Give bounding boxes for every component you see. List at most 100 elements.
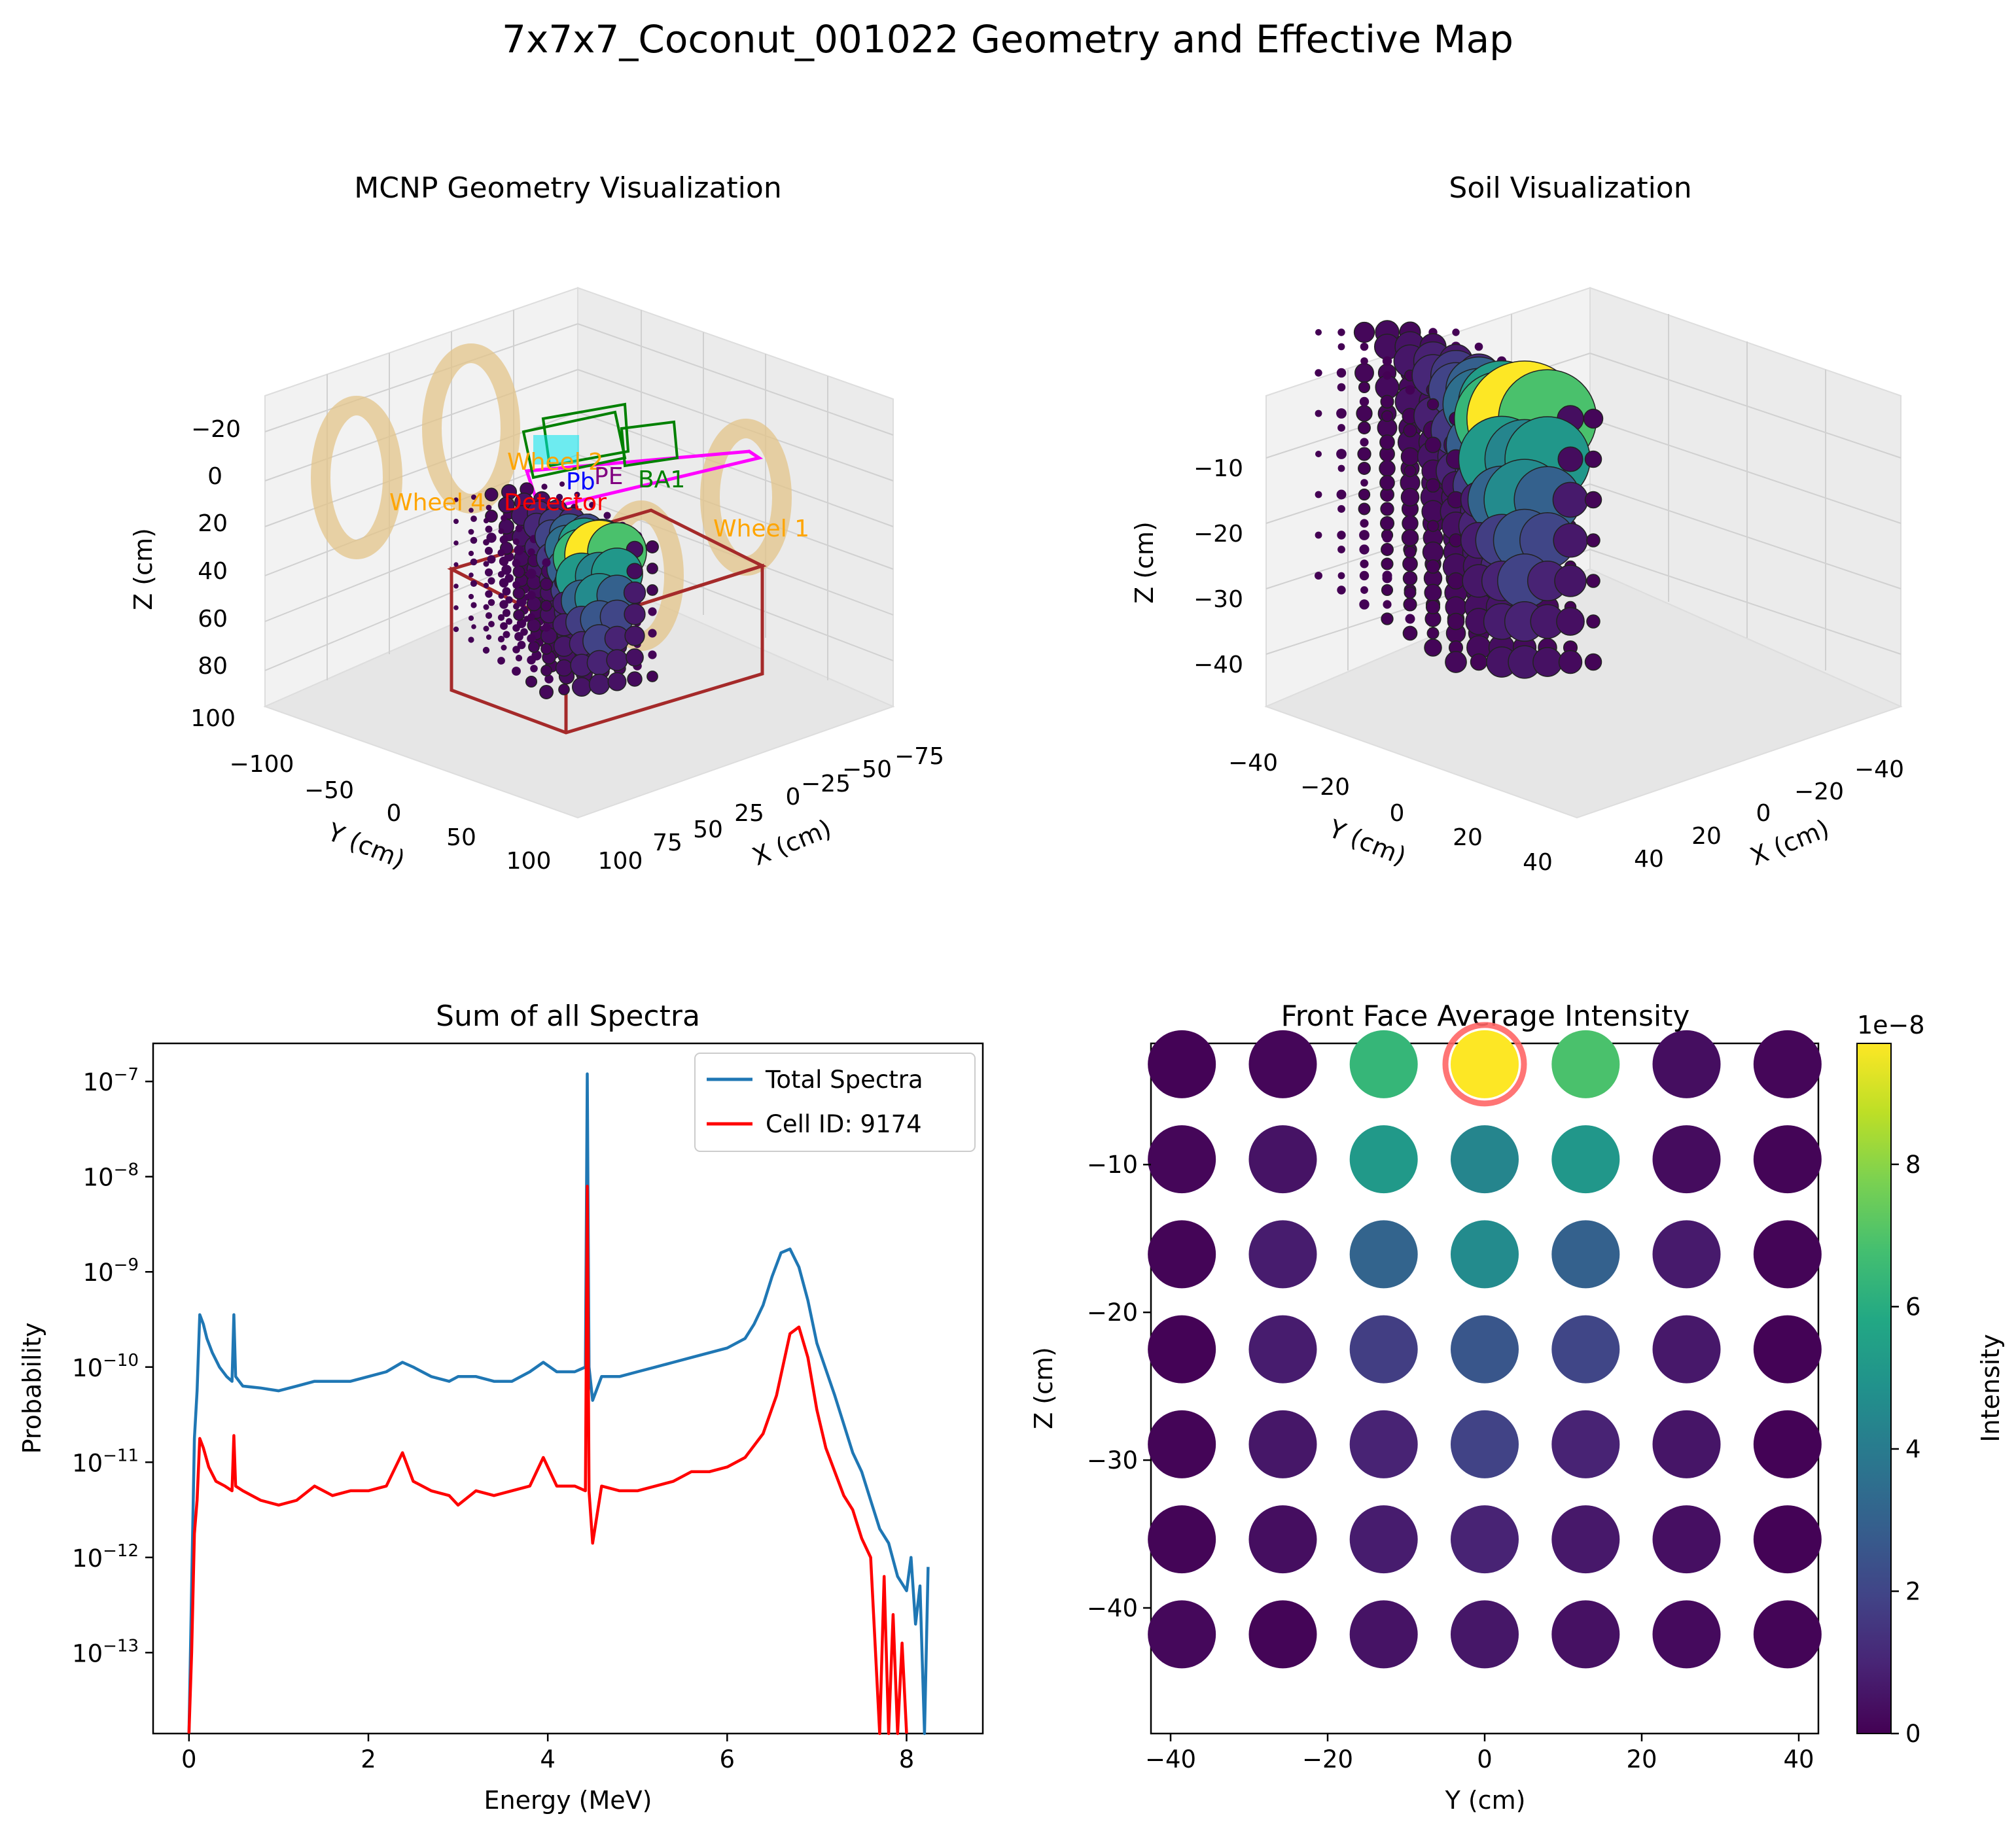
intensity-dot — [1248, 1600, 1317, 1669]
highlight-ring — [1442, 1022, 1527, 1107]
intensity-dot — [1148, 1315, 1216, 1384]
soil-point — [648, 629, 657, 638]
soil-point — [1404, 546, 1417, 559]
mcnp-y-ticks: −100 −50 0 50 100 — [230, 751, 552, 875]
soil-point — [1315, 410, 1322, 417]
soil-point — [1358, 488, 1371, 501]
soil-point — [540, 578, 553, 591]
soil-point — [487, 599, 495, 606]
soil-point — [1405, 614, 1415, 624]
svg-text:100: 100 — [598, 848, 643, 875]
soil-point — [488, 621, 495, 627]
soil-point — [501, 565, 512, 575]
svg-text:−10: −10 — [1194, 455, 1243, 482]
intensity-dot — [1652, 1030, 1721, 1098]
colorbar-tick-label: 4 — [1905, 1435, 1921, 1463]
soil-point — [483, 625, 489, 632]
soil-point — [470, 602, 477, 608]
soil-point — [513, 603, 520, 610]
soil-point — [1379, 515, 1395, 531]
soil-point — [1337, 531, 1346, 540]
soil-point — [512, 565, 525, 578]
y-tick-label: 10−7 — [83, 1065, 139, 1096]
spectra-ticks: 0 2 4 6 8 10−13 10−12 10−11 10−10 10−9 10−8 10−7 — [72, 1065, 914, 1773]
y-tick-label: −20 — [1087, 1299, 1138, 1327]
svg-text:−20: −20 — [1194, 521, 1243, 548]
soil-point — [1584, 653, 1602, 671]
front-face-ylabel: Z (cm) — [1029, 1347, 1058, 1429]
soil-point — [1381, 584, 1394, 597]
mcnp-soil-points — [453, 481, 659, 699]
x-tick-label: 2 — [361, 1745, 376, 1773]
soil-point — [588, 673, 610, 695]
soil-point — [626, 648, 644, 667]
soil-point — [1425, 599, 1441, 615]
svg-text:0: 0 — [387, 800, 402, 827]
svg-text:0: 0 — [1756, 800, 1771, 827]
soil-point — [527, 591, 536, 600]
soil-point — [470, 536, 478, 544]
label-pe: PE — [594, 463, 623, 490]
intensity-dot — [1652, 1125, 1721, 1194]
y-tick-label: 10−9 — [83, 1255, 139, 1287]
intensity-dot — [1753, 1030, 1822, 1098]
soil-point — [468, 615, 474, 621]
intensity-dot — [1652, 1315, 1721, 1384]
svg-text:0: 0 — [1390, 800, 1405, 827]
soil-point — [515, 654, 523, 662]
soil-point — [499, 556, 509, 567]
soil-point — [607, 672, 627, 691]
soil-point — [470, 558, 478, 566]
soil-point — [646, 563, 658, 574]
intensity-dot — [1451, 1220, 1519, 1289]
colorbar-tick-label: 8 — [1905, 1151, 1921, 1179]
soil-point — [471, 495, 476, 500]
soil-point — [468, 550, 474, 557]
svg-text:−75: −75 — [894, 743, 944, 770]
soil-point — [512, 587, 525, 600]
soil-point — [1584, 491, 1602, 509]
svg-text:−50: −50 — [304, 777, 354, 804]
front-face-ticks: −40 −20 0 20 40 −10 −20 −30 −40 — [1087, 1151, 1814, 1773]
intensity-dot — [1451, 1030, 1519, 1098]
soil-point — [1359, 570, 1370, 581]
intensity-dot — [1451, 1125, 1519, 1194]
soil-point — [539, 685, 554, 699]
spectra-axes — [152, 1042, 984, 1735]
intensity-dot — [1349, 1125, 1418, 1194]
soil-point — [1402, 556, 1418, 572]
intensity-dot — [1551, 1220, 1620, 1289]
front-face-dots — [1148, 1022, 1822, 1669]
colorbar-label: Intensity — [1976, 1334, 2005, 1442]
soil-point — [471, 624, 476, 629]
spectra-ylabel: Probability — [18, 1323, 46, 1454]
soil-point — [527, 618, 541, 633]
soil-point — [1404, 586, 1417, 599]
soil-point — [515, 525, 523, 532]
soil-point — [627, 671, 643, 687]
soil-point — [513, 609, 525, 621]
soil-point — [453, 497, 459, 502]
intensity-dot — [1248, 1220, 1317, 1289]
soil-point — [1315, 329, 1322, 336]
colorbar-multiplier: 1e−8 — [1857, 1011, 1925, 1039]
soil-point — [1383, 371, 1392, 380]
svg-text:−20: −20 — [1794, 778, 1844, 805]
y-tick-label: 10−8 — [83, 1160, 139, 1192]
soil-point — [646, 671, 658, 682]
soil-point — [483, 539, 489, 546]
soil-point — [1315, 531, 1322, 539]
soil-point — [501, 644, 507, 651]
soil-point — [1552, 481, 1589, 518]
soil-point — [1424, 638, 1442, 657]
soil-point — [485, 612, 493, 619]
soil-point — [453, 626, 459, 633]
svg-text:50: 50 — [446, 824, 476, 851]
soil-point — [1359, 599, 1370, 610]
soil-point — [527, 548, 535, 556]
svg-text:60: 60 — [198, 606, 228, 633]
svg-text:−40: −40 — [1228, 750, 1278, 776]
soil-point — [1337, 572, 1345, 580]
soil-point — [453, 605, 459, 610]
soil-point — [527, 613, 535, 621]
